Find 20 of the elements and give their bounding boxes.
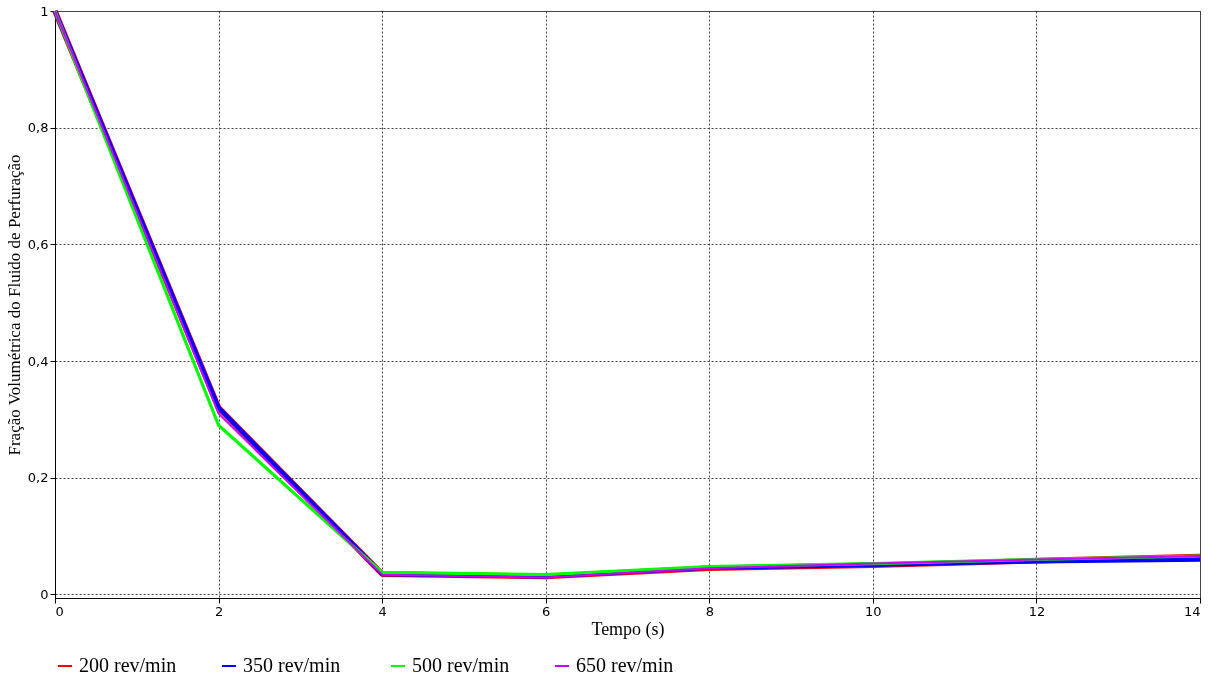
- y-tick-label: 0,6: [27, 236, 49, 252]
- y-tick-label: 0,8: [27, 120, 49, 136]
- y-tick-label: 1: [40, 3, 49, 19]
- y-tick-label: 0: [40, 587, 49, 602]
- x-axis-title: Tempo (s): [591, 618, 665, 640]
- x-tick-label: 2: [214, 603, 224, 619]
- x-tick-label: 10: [865, 603, 882, 619]
- y-tick-label: 0,2: [27, 470, 49, 486]
- legend-label: 500 rev/min: [412, 654, 510, 676]
- x-tick-label: 0: [55, 603, 64, 619]
- x-tick-label: 14: [1183, 603, 1201, 619]
- legend-label: 200 rev/min: [79, 654, 177, 676]
- x-tick-label: 6: [542, 603, 551, 619]
- legend-label: 350 rev/min: [243, 654, 341, 676]
- x-tick-label: 12: [1028, 603, 1046, 619]
- y-axis-title: Fração Volumétrica do Fluido de Perfuração: [4, 154, 24, 456]
- y-tick-label: 0,4: [27, 353, 49, 369]
- x-tick-label: 4: [378, 603, 387, 619]
- x-tick-label: 8: [705, 603, 714, 619]
- legend-label: 650 rev/min: [576, 654, 674, 676]
